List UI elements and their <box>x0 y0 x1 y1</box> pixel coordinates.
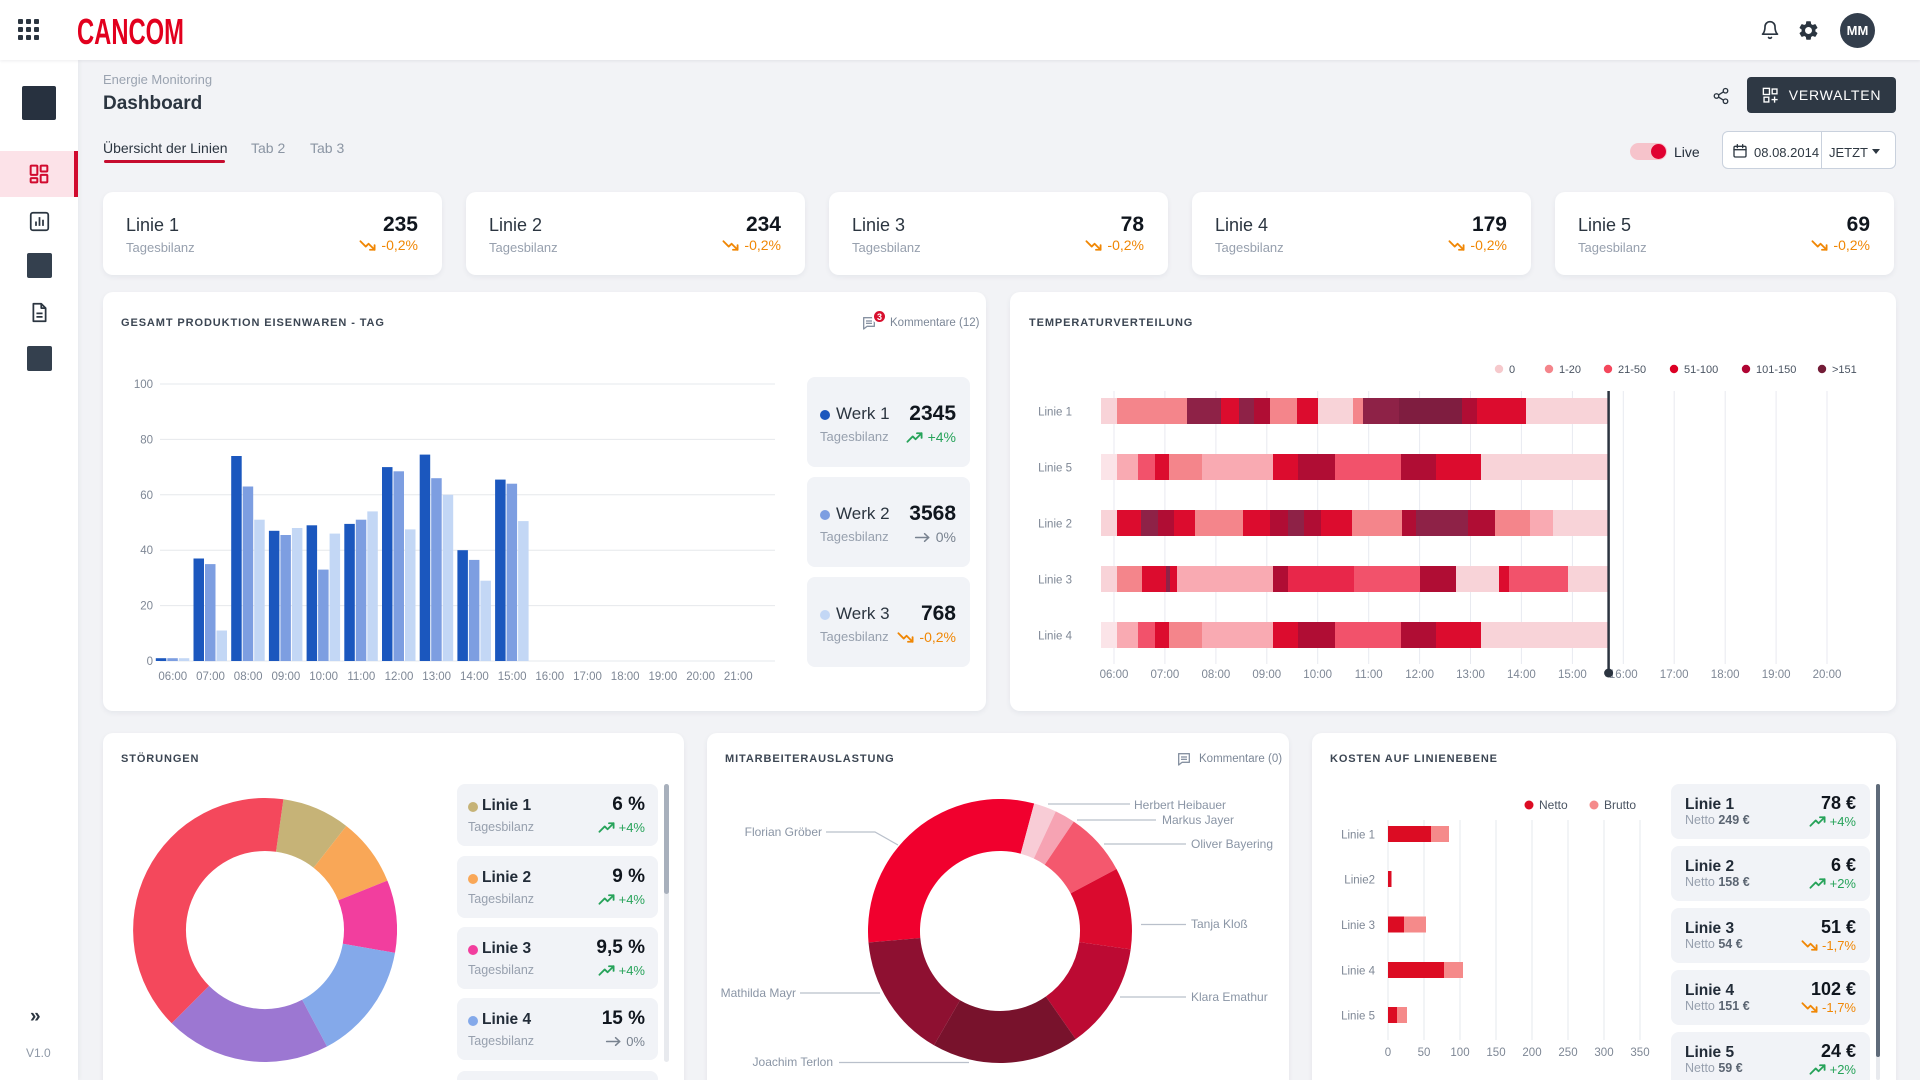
svg-text:21:00: 21:00 <box>724 671 753 683</box>
svg-text:19:00: 19:00 <box>1762 669 1791 681</box>
svg-text:07:00: 07:00 <box>196 671 225 683</box>
svg-text:Netto: Netto <box>1539 798 1568 812</box>
svg-text:>151: >151 <box>1832 364 1857 376</box>
svg-text:51-100: 51-100 <box>1684 364 1718 376</box>
svg-text:13:00: 13:00 <box>422 671 451 683</box>
svg-text:13:00: 13:00 <box>1456 669 1485 681</box>
svg-text:Linie 1: Linie 1 <box>1038 407 1072 419</box>
svg-text:100: 100 <box>1450 1047 1469 1059</box>
svg-text:20: 20 <box>140 601 153 613</box>
svg-text:80: 80 <box>140 434 153 446</box>
svg-text:1-20: 1-20 <box>1559 364 1581 376</box>
svg-text:15:00: 15:00 <box>1558 669 1587 681</box>
svg-text:Linie 2: Linie 2 <box>1038 519 1072 531</box>
svg-text:60: 60 <box>140 490 153 502</box>
svg-text:300: 300 <box>1594 1047 1613 1059</box>
svg-text:06:00: 06:00 <box>158 671 187 683</box>
svg-text:Linie 3: Linie 3 <box>1038 575 1072 587</box>
svg-text:10:00: 10:00 <box>1303 669 1332 681</box>
svg-text:Linie2: Linie2 <box>1344 875 1375 887</box>
svg-text:12:00: 12:00 <box>385 671 414 683</box>
svg-text:101-150: 101-150 <box>1756 364 1796 376</box>
svg-text:Linie 5: Linie 5 <box>1341 1011 1375 1023</box>
svg-text:17:00: 17:00 <box>573 671 602 683</box>
svg-text:08:00: 08:00 <box>234 671 263 683</box>
svg-text:06:00: 06:00 <box>1100 669 1129 681</box>
svg-text:09:00: 09:00 <box>1252 669 1281 681</box>
svg-text:18:00: 18:00 <box>611 671 640 683</box>
svg-text:Linie 5: Linie 5 <box>1038 463 1072 475</box>
svg-text:Linie 1: Linie 1 <box>1341 830 1375 842</box>
svg-text:19:00: 19:00 <box>649 671 678 683</box>
svg-text:150: 150 <box>1486 1047 1505 1059</box>
svg-text:16:00: 16:00 <box>1609 669 1638 681</box>
svg-text:Linie 4: Linie 4 <box>1341 966 1375 978</box>
svg-text:0: 0 <box>1385 1047 1391 1059</box>
svg-text:100: 100 <box>134 379 153 391</box>
svg-text:11:00: 11:00 <box>347 671 375 683</box>
svg-text:Linie 4: Linie 4 <box>1038 631 1072 643</box>
svg-text:18:00: 18:00 <box>1711 669 1740 681</box>
svg-text:09:00: 09:00 <box>272 671 301 683</box>
svg-text:Linie 3: Linie 3 <box>1341 920 1375 932</box>
svg-text:17:00: 17:00 <box>1660 669 1689 681</box>
svg-text:250: 250 <box>1558 1047 1577 1059</box>
svg-text:12:00: 12:00 <box>1405 669 1434 681</box>
svg-text:07:00: 07:00 <box>1151 669 1180 681</box>
svg-text:50: 50 <box>1418 1047 1431 1059</box>
svg-text:20:00: 20:00 <box>1813 669 1842 681</box>
svg-text:21-50: 21-50 <box>1618 364 1646 376</box>
svg-text:14:00: 14:00 <box>1507 669 1536 681</box>
svg-text:10:00: 10:00 <box>309 671 338 683</box>
svg-text:350: 350 <box>1630 1047 1649 1059</box>
svg-text:200: 200 <box>1522 1047 1541 1059</box>
svg-text:16:00: 16:00 <box>535 671 564 683</box>
svg-text:08:00: 08:00 <box>1202 669 1231 681</box>
svg-text:Brutto: Brutto <box>1604 798 1636 812</box>
svg-text:40: 40 <box>140 545 153 557</box>
svg-text:0: 0 <box>1509 364 1515 376</box>
svg-text:0: 0 <box>147 656 153 668</box>
svg-text:11:00: 11:00 <box>1355 669 1383 681</box>
svg-text:14:00: 14:00 <box>460 671 489 683</box>
svg-text:20:00: 20:00 <box>686 671 715 683</box>
svg-text:15:00: 15:00 <box>498 671 527 683</box>
